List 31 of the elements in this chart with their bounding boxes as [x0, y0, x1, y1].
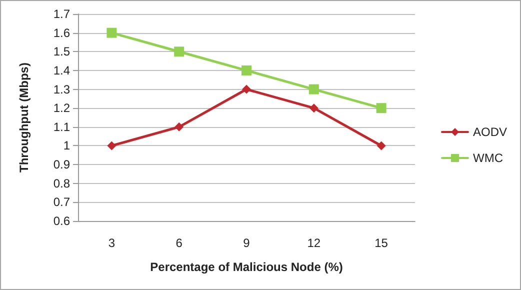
point	[174, 122, 184, 132]
y-tick-label: 1.7	[53, 7, 70, 21]
point	[242, 65, 252, 76]
point	[376, 141, 386, 150]
y-tick-label: 1.2	[53, 101, 70, 116]
x-axis-title: Percentage of Malicious Node (%)	[150, 260, 343, 274]
y-axis-title: Throughput (Mbps)	[17, 62, 31, 172]
legend-label: WMC	[472, 151, 504, 165]
x-tick-label: 9	[243, 236, 250, 250]
point	[107, 141, 116, 150]
legend-label: AODV	[472, 125, 508, 139]
x-tick-label: 15	[374, 236, 388, 250]
y-tick-label: 0.8	[53, 176, 70, 190]
x-tick-label: 6	[176, 236, 183, 250]
y-tick-label: 1.5	[53, 44, 70, 59]
y-tick-label: 0.7	[53, 195, 70, 210]
y-tick-label: 1.1	[53, 120, 70, 134]
x-tick-label: 3	[108, 236, 116, 250]
y-tick-label: 1.3	[53, 82, 70, 96]
point	[376, 103, 386, 114]
point	[242, 84, 251, 94]
y-tick-label: 1	[63, 138, 70, 153]
point	[308, 84, 319, 94]
point	[106, 28, 117, 38]
y-tick-label: 1.4	[53, 63, 70, 78]
y-tick-label: 0.9	[53, 158, 70, 172]
y-tick-label: 1.6	[53, 26, 70, 40]
y-tick-label: 0.6	[53, 214, 70, 228]
point	[174, 46, 184, 57]
point	[309, 104, 318, 113]
x-tick-label: 12	[307, 236, 321, 250]
